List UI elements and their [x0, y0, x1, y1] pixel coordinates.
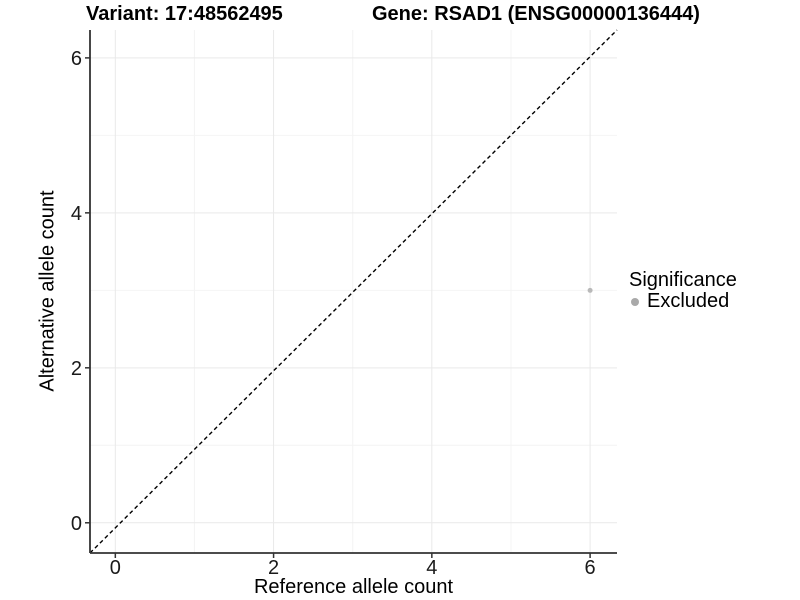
legend-item-label: Excluded — [647, 290, 730, 312]
legend-title: Significance — [629, 269, 737, 291]
x-tick-label: 0 — [110, 557, 121, 579]
y-tick-label: 0 — [71, 513, 82, 535]
plot-title-gene: Gene: RSAD1 (ENSG00000136444) — [372, 3, 700, 25]
x-axis-title: Reference allele count — [253, 576, 453, 598]
data-point — [587, 287, 593, 293]
identity-dashed-line — [89, 29, 618, 554]
legend: Significance Excluded — [629, 270, 737, 312]
y-tick-label: 2 — [71, 358, 82, 380]
x-tick-label: 4 — [426, 557, 437, 579]
y-tick-label: 4 — [71, 203, 82, 225]
x-tick-label: 2 — [268, 557, 279, 579]
y-axis-title: Alternative allele count — [36, 190, 59, 392]
legend-item-excluded: Excluded — [629, 291, 737, 312]
x-tick-label: 6 — [585, 557, 596, 579]
y-tick-label: 6 — [71, 48, 82, 70]
legend-key-dot-icon — [631, 297, 639, 306]
plot-title-variant: Variant: 17:48562495 — [86, 3, 283, 25]
